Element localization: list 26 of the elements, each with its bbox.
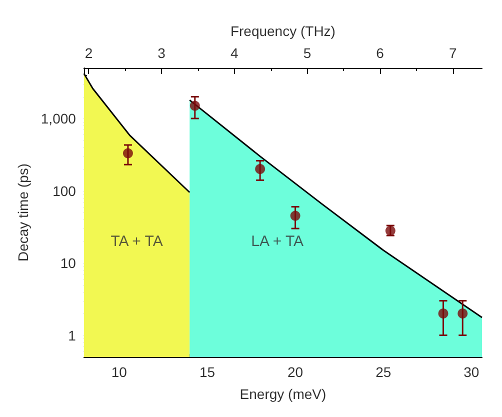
y-tick-label: 1 [68, 327, 76, 344]
x-axis-title: Energy (meV) [240, 386, 326, 402]
x-tick-label: 10 [111, 364, 128, 380]
x-tick-label: 30 [464, 364, 480, 380]
x2-tick-label: 3 [158, 45, 166, 61]
x-tick-label: 25 [376, 364, 392, 380]
y-tick-label: 1,000 [40, 110, 76, 126]
x2-tick-label: 5 [303, 45, 312, 61]
y-tick-label: 10 [60, 255, 76, 271]
x2-tick-label: 7 [448, 45, 457, 61]
point [190, 100, 200, 111]
point [438, 308, 448, 318]
x2-tick-label: 2 [84, 45, 93, 61]
x2-axis-title: Frequency (THz) [230, 23, 336, 39]
point [290, 210, 300, 221]
annotation: LA + TA [251, 232, 304, 250]
y-tick-label: 100 [52, 182, 76, 199]
x2-tick-label: 4 [230, 45, 238, 61]
point [458, 308, 468, 318]
x-tick-label: 15 [199, 364, 216, 380]
point [122, 148, 133, 158]
point [255, 164, 266, 174]
y-axis-title: Decay time (ps) [15, 163, 31, 262]
x-tick-label: 20 [288, 364, 304, 380]
x2-tick-label: 6 [376, 45, 384, 61]
annotation: TA + TA [110, 232, 163, 250]
